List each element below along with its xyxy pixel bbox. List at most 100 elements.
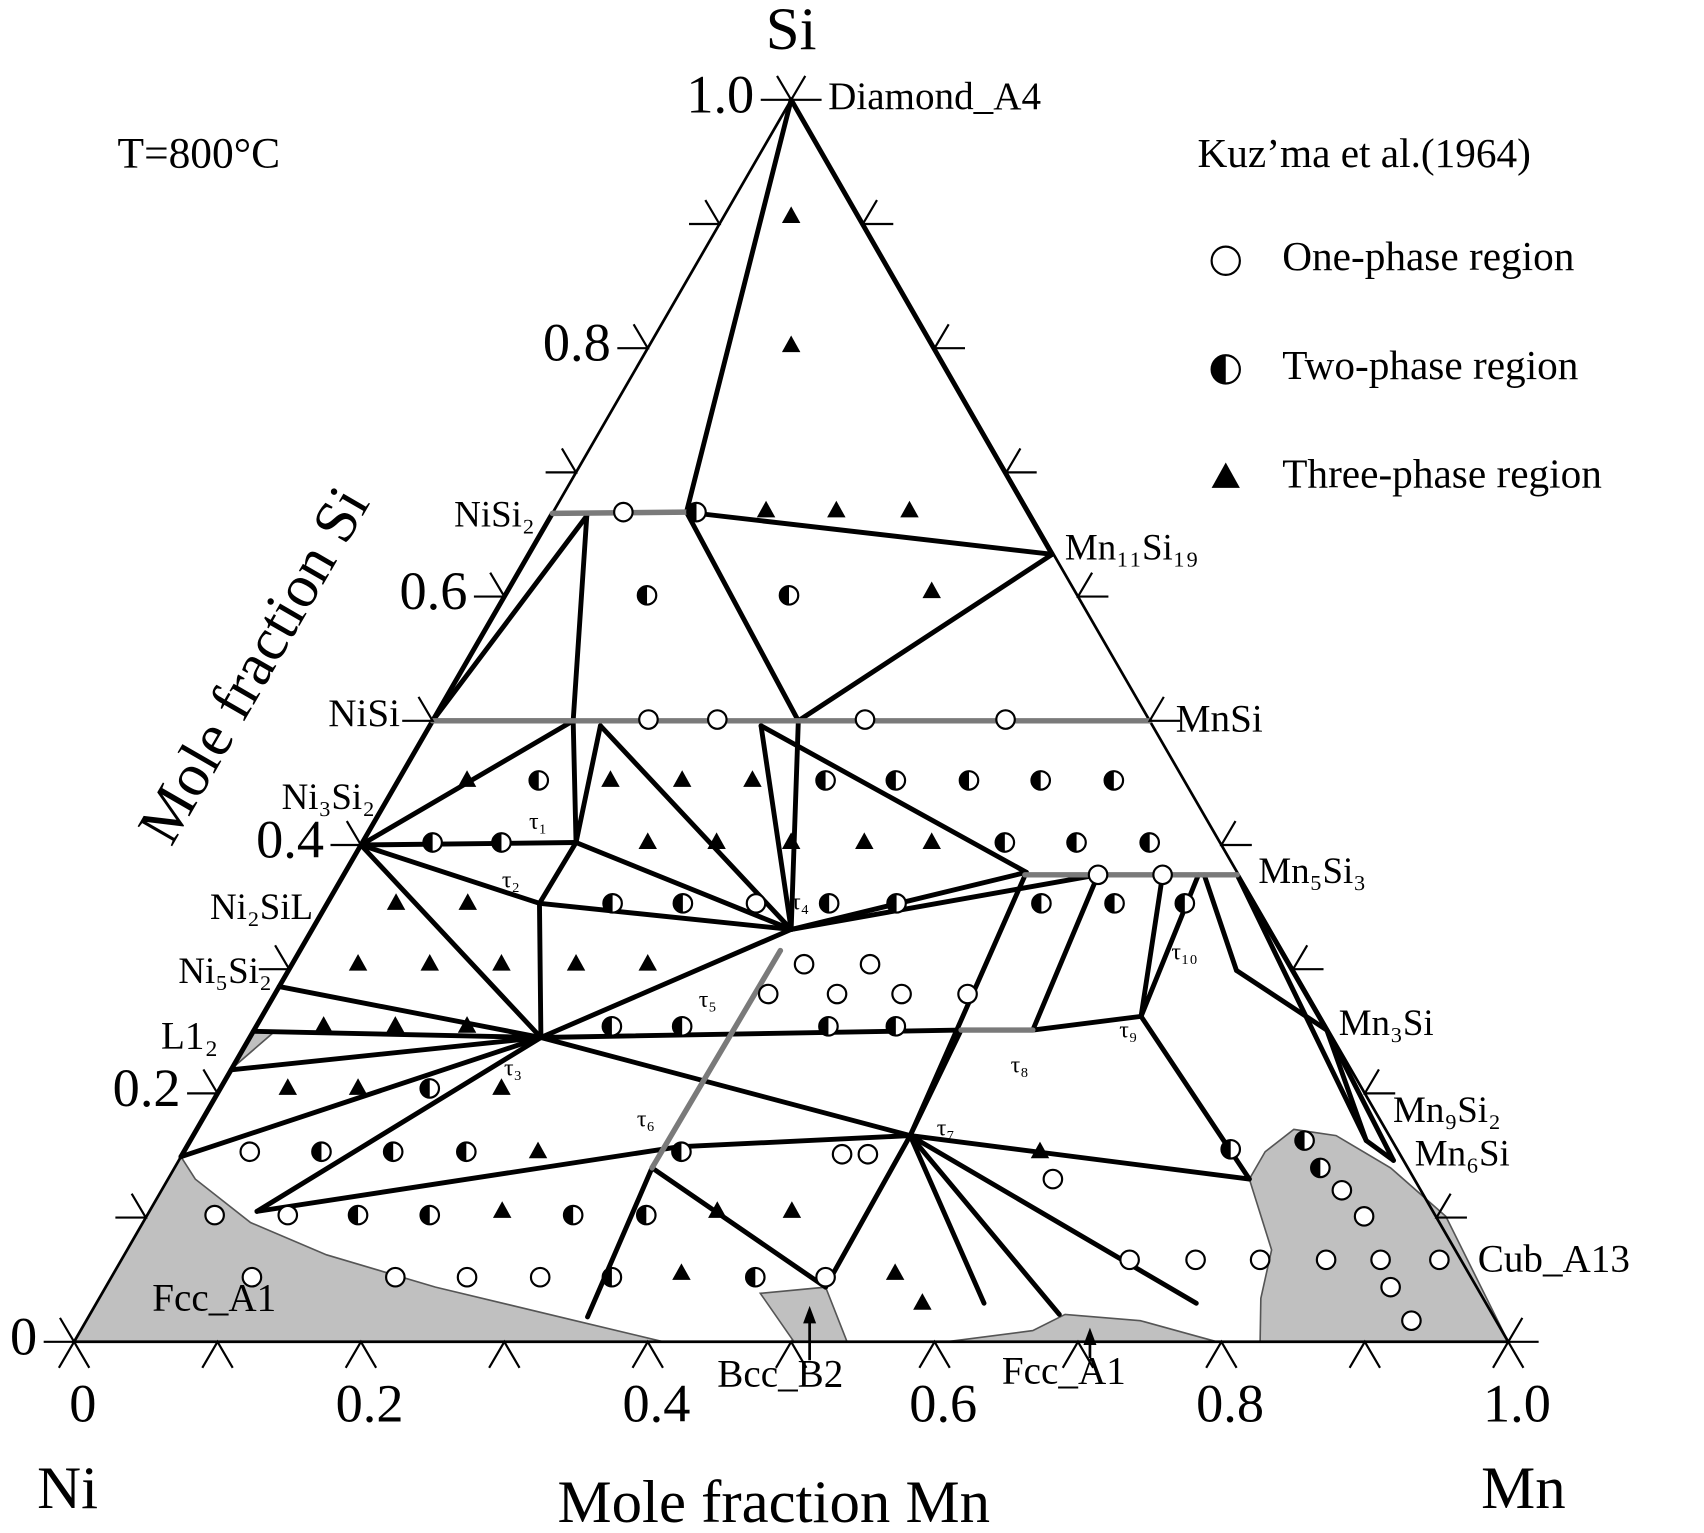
- triangle-marker: [756, 500, 776, 518]
- circle-marker: [1185, 1249, 1206, 1271]
- bottom-tick: [631, 1339, 664, 1369]
- circle-marker: [826, 983, 848, 1005]
- data-point: [885, 770, 907, 791]
- data-point: [781, 335, 801, 353]
- data-point: [1119, 1249, 1140, 1271]
- tie-line: [1030, 872, 1101, 1033]
- legend-label: One-phase region: [1282, 233, 1575, 279]
- circle-marker: [745, 893, 767, 914]
- triangle-marker: [458, 893, 477, 910]
- half-fill: [1140, 833, 1150, 852]
- phase-label: Mn₃Si: [1339, 1002, 1434, 1043]
- data-point: [706, 709, 728, 730]
- tie-line: [1363, 1138, 1396, 1163]
- left-tick: [115, 1193, 148, 1219]
- data-point: [1249, 1249, 1271, 1271]
- tie-line: [537, 900, 794, 932]
- tie-line: [178, 1035, 544, 1160]
- data-point: [1310, 1157, 1331, 1179]
- tie-line: [1324, 1027, 1369, 1144]
- right-tick: [860, 199, 894, 226]
- tie-line: [684, 509, 1055, 557]
- data-point: [562, 1204, 584, 1226]
- data-point: [458, 893, 477, 910]
- circle-marker: [204, 1204, 225, 1226]
- circle-marker: [1380, 1276, 1401, 1298]
- circle-marker: [241, 1266, 263, 1288]
- circle-marker: [891, 983, 912, 1005]
- triangle-marker: [672, 1263, 691, 1280]
- data-point: [314, 1016, 333, 1033]
- data-point: [745, 893, 767, 914]
- region-label: Cub_A13: [1478, 1237, 1630, 1280]
- data-point: [278, 1078, 298, 1095]
- left-tick: [760, 75, 794, 101]
- bottom-tick: [201, 1339, 234, 1369]
- half-fill: [348, 1205, 359, 1225]
- data-point: [1210, 354, 1241, 385]
- data-point: [1315, 1249, 1337, 1271]
- phase-region: [231, 1030, 278, 1070]
- circle-marker: [793, 953, 815, 975]
- triangle-marker: [708, 1201, 727, 1218]
- data-point: [827, 500, 846, 518]
- triangle-marker: [743, 770, 762, 787]
- phase-label: τ₂: [502, 868, 520, 894]
- circle-marker: [638, 709, 659, 730]
- phase-label: τ₄: [791, 889, 809, 915]
- triangle-marker: [855, 832, 874, 849]
- phase-region: [758, 1286, 849, 1343]
- left-tick: [402, 696, 435, 722]
- triangle-marker: [528, 1141, 548, 1159]
- y-tick-label: 0.8: [543, 313, 611, 373]
- circle-marker: [1315, 1249, 1337, 1271]
- tie-line: [254, 1144, 682, 1214]
- circle-marker: [613, 501, 634, 523]
- right-tick: [932, 323, 965, 350]
- legend-label: Two-phase region: [1282, 342, 1579, 388]
- half-fill: [457, 1142, 467, 1161]
- half-fill: [687, 502, 697, 522]
- data-point: [686, 501, 707, 523]
- half-fill: [637, 1205, 647, 1225]
- half-fill: [420, 1205, 430, 1225]
- data-point: [241, 1266, 263, 1288]
- data-point: [419, 1078, 441, 1099]
- circle-marker: [831, 1143, 853, 1165]
- half-fill: [1311, 1158, 1321, 1178]
- data-point: [854, 709, 876, 730]
- right-tick: [1004, 447, 1037, 474]
- tie-line: [907, 1133, 1199, 1306]
- tie-line: [788, 97, 1055, 557]
- data-point: [1104, 893, 1125, 914]
- data-point: [743, 770, 762, 787]
- half-fill: [420, 1079, 430, 1098]
- tie-line: [649, 1165, 829, 1290]
- data-point: [1103, 770, 1125, 791]
- half-fill: [1105, 894, 1115, 913]
- half-fill: [816, 771, 826, 790]
- arrow-head: [803, 1305, 817, 1324]
- data-point: [638, 832, 657, 849]
- bottom-tick: [344, 1339, 378, 1369]
- half-fill: [673, 894, 683, 913]
- tie-line: [228, 1035, 544, 1073]
- data-point: [239, 1141, 261, 1163]
- tie-line: [537, 900, 544, 1040]
- circle-marker: [1249, 1249, 1271, 1271]
- tie-line: [1324, 1027, 1396, 1163]
- data-point: [492, 1078, 511, 1095]
- right-tick: [1506, 1317, 1539, 1343]
- half-fill: [529, 771, 539, 790]
- tie-line: [907, 1133, 1252, 1182]
- data-point: [782, 1201, 802, 1218]
- tie-line: [276, 984, 544, 1040]
- triangle-marker: [827, 500, 846, 518]
- triangle-marker: [781, 206, 801, 223]
- bottom-tick: [488, 1339, 521, 1369]
- data-point: [601, 1015, 623, 1037]
- data-point: [1087, 864, 1109, 886]
- phase-label: Ni₅Si₂: [178, 950, 271, 991]
- phase-label: NiSi₂: [454, 494, 535, 535]
- circle-marker: [854, 709, 876, 730]
